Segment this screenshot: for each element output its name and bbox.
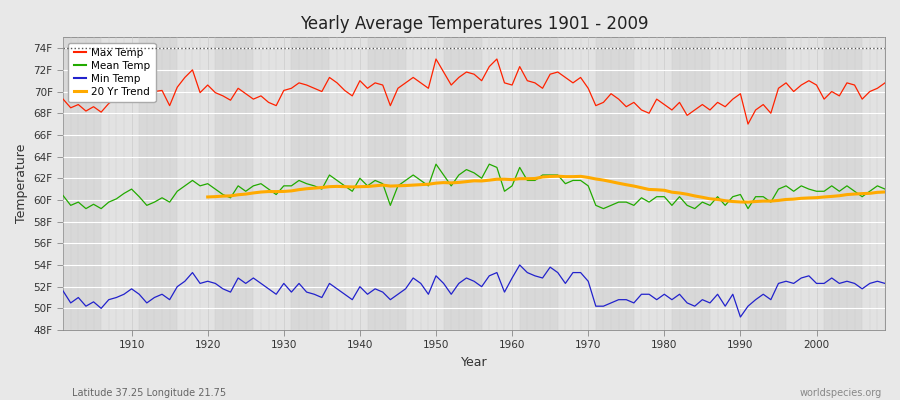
Bar (786, 37, 824, 330)
Bar (329, 37, 367, 330)
Bar (101, 37, 140, 330)
Bar (824, 37, 862, 330)
Bar (177, 37, 215, 330)
Bar (672, 37, 710, 330)
Text: Latitude 37.25 Longitude 21.75: Latitude 37.25 Longitude 21.75 (72, 388, 226, 398)
X-axis label: Year: Year (461, 356, 488, 369)
Bar (254, 37, 292, 330)
Bar (558, 37, 596, 330)
Bar (63, 37, 101, 330)
Bar (444, 37, 482, 330)
Legend: Max Temp, Mean Temp, Min Temp, 20 Yr Trend: Max Temp, Mean Temp, Min Temp, 20 Yr Tre… (68, 42, 156, 102)
Bar (862, 37, 900, 330)
Title: Yearly Average Temperatures 1901 - 2009: Yearly Average Temperatures 1901 - 2009 (300, 15, 648, 33)
Bar (748, 37, 786, 330)
Bar (482, 37, 519, 330)
Bar (406, 37, 444, 330)
Y-axis label: Temperature: Temperature (15, 144, 28, 223)
Bar (140, 37, 177, 330)
Bar (367, 37, 406, 330)
Bar (634, 37, 672, 330)
Bar (292, 37, 329, 330)
Text: worldspecies.org: worldspecies.org (800, 388, 882, 398)
Bar (596, 37, 634, 330)
Bar (519, 37, 558, 330)
Bar (710, 37, 748, 330)
Bar (215, 37, 254, 330)
